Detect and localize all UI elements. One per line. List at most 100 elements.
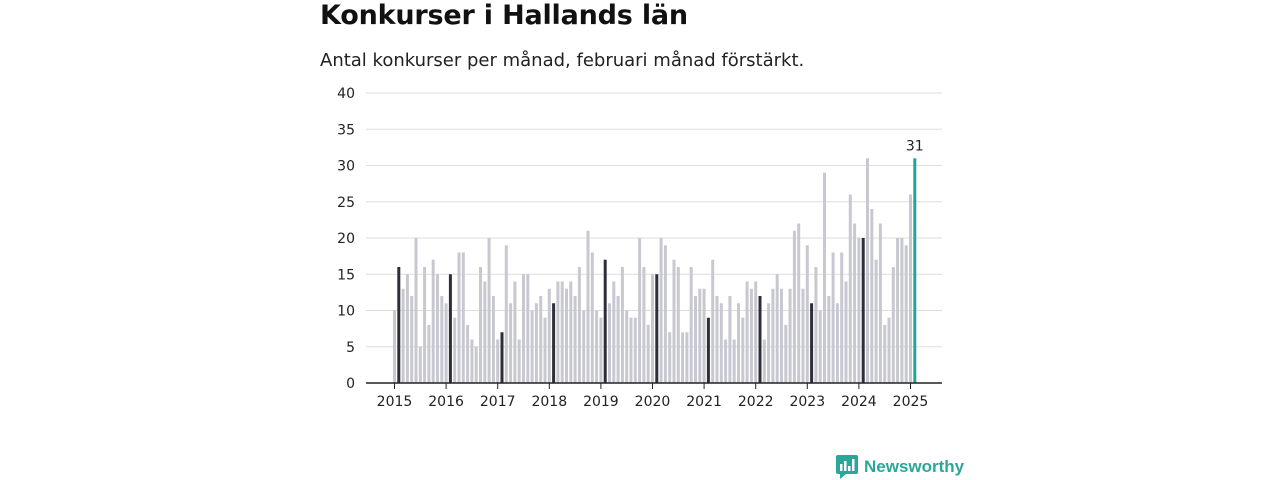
bar (577, 267, 581, 383)
bar (457, 252, 461, 383)
y-tick-label: 25 (337, 195, 355, 211)
brand-logo[interactable]: Newsworthy (836, 455, 964, 479)
bar (427, 325, 431, 383)
bar (470, 339, 474, 383)
bar (569, 281, 573, 383)
bar (883, 325, 887, 383)
bar (775, 274, 779, 383)
x-tick-label: 2016 (428, 394, 464, 410)
bar (448, 274, 452, 383)
bar (453, 317, 457, 383)
bar (762, 339, 766, 383)
bar (823, 172, 826, 383)
x-tick-label: 2023 (789, 394, 825, 410)
bar (479, 267, 482, 383)
bar (810, 303, 814, 383)
y-tick-label: 35 (337, 122, 355, 138)
bar (706, 317, 710, 383)
bar (840, 252, 844, 383)
bar (603, 259, 607, 383)
x-tick-label: 2025 (893, 394, 929, 410)
bar (887, 317, 891, 383)
bar (724, 339, 728, 383)
bar (827, 296, 831, 383)
bar (711, 259, 715, 383)
bar (646, 325, 650, 383)
bar (728, 296, 732, 383)
y-tick-label: 30 (337, 159, 355, 175)
bar (414, 238, 418, 383)
bar (663, 245, 667, 383)
bar (573, 296, 577, 383)
chart-title: Konkurser i Hallands län (320, 0, 688, 31)
bar (401, 288, 405, 383)
bar (685, 332, 689, 383)
bar (599, 317, 603, 383)
bar (496, 339, 500, 383)
bar (900, 238, 904, 383)
y-tick-label: 5 (346, 340, 355, 356)
bar (831, 252, 835, 383)
bar (491, 296, 495, 383)
bar (771, 288, 775, 383)
bar (909, 194, 912, 383)
bar (405, 274, 409, 383)
bar (797, 223, 801, 383)
bar (440, 296, 444, 383)
bar (715, 296, 719, 383)
bar (487, 238, 491, 383)
bar (642, 267, 646, 383)
y-tick-label: 40 (337, 86, 355, 102)
bar (513, 281, 517, 383)
x-tick-label: 2015 (377, 394, 413, 410)
bar (423, 267, 427, 383)
bar (560, 281, 564, 383)
y-tick-label: 0 (346, 376, 355, 392)
y-tick-label: 15 (337, 267, 355, 283)
bar (595, 310, 599, 383)
bar (698, 288, 702, 383)
bar (672, 259, 676, 383)
bar (801, 288, 805, 383)
brand-name: Newsworthy (864, 457, 965, 476)
x-tick-label: 2020 (635, 394, 671, 410)
bar (891, 267, 895, 383)
bar (857, 238, 861, 383)
bar (767, 303, 771, 383)
bar (818, 310, 822, 383)
bar (848, 194, 852, 383)
bar (689, 267, 693, 383)
x-tick-label: 2019 (583, 394, 619, 410)
bar (397, 267, 401, 383)
bar (608, 303, 611, 383)
x-tick-label: 2024 (841, 394, 877, 410)
bar (612, 281, 616, 383)
bar (780, 288, 783, 383)
bar (870, 209, 874, 383)
bar (788, 288, 792, 383)
bar (792, 230, 796, 383)
bar (638, 238, 642, 383)
bar (754, 281, 758, 383)
bar (547, 288, 551, 383)
bar (668, 332, 672, 383)
bar (866, 158, 869, 383)
bar (702, 288, 706, 383)
bar (483, 281, 487, 383)
x-tick-label: 2017 (480, 394, 516, 410)
bar (534, 303, 538, 383)
bar (582, 310, 586, 383)
bar (878, 223, 882, 383)
bar (616, 296, 620, 383)
newsworthy-logo-icon (836, 455, 858, 479)
bar (732, 339, 736, 383)
bar (444, 303, 448, 383)
bar (526, 274, 530, 383)
bar (913, 158, 917, 383)
bar (694, 296, 697, 383)
bar (745, 281, 749, 383)
bar (835, 303, 839, 383)
chart-subtitle: Antal konkurser per månad, februari måna… (320, 50, 805, 71)
x-tick-label: 2021 (686, 394, 722, 410)
